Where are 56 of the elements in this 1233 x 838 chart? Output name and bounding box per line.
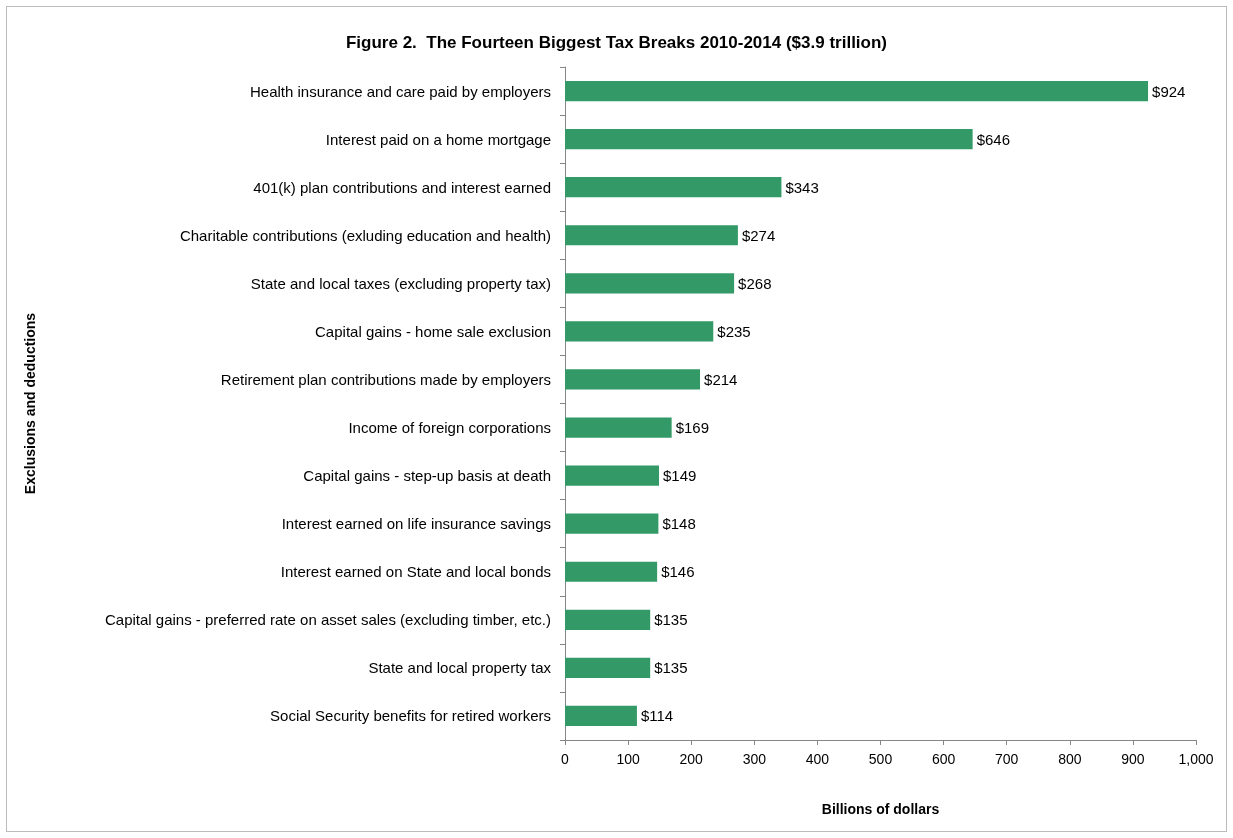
- data-label: $135: [654, 659, 688, 677]
- x-tick-label: 900: [1121, 751, 1145, 767]
- x-tick-label: 700: [995, 751, 1019, 767]
- bar: [565, 561, 658, 582]
- data-label: $343: [785, 178, 819, 196]
- x-tick-label: 500: [868, 751, 893, 767]
- x-tick-label: 300: [742, 751, 767, 767]
- bar: [565, 177, 782, 198]
- bar: [565, 513, 659, 534]
- data-label: $274: [741, 226, 776, 244]
- y-tick-label: Retirement plan contributions made by employers: [220, 370, 551, 388]
- x-tick-label: 200: [679, 751, 704, 767]
- y-tick-label: Capital gains - step-up basis at death: [303, 467, 551, 485]
- x-axis-title: Billions of dollars: [821, 801, 940, 817]
- data-label: $214: [704, 370, 738, 388]
- y-tick-label: Income of foreign corporations: [348, 419, 551, 437]
- bar: [565, 609, 651, 630]
- data-label: $169: [675, 419, 710, 437]
- data-label: $114: [640, 707, 674, 725]
- x-tick-label: 800: [1058, 751, 1082, 767]
- bar: [565, 465, 660, 486]
- x-tick-label: 100: [616, 751, 640, 767]
- y-tick-label: Capital gains - home sale exclusion: [315, 322, 551, 340]
- y-tick-label: 401(k) plan contributions and interest earned: [253, 178, 551, 196]
- data-label: $924: [1152, 82, 1186, 100]
- data-label: $646: [976, 130, 1010, 148]
- y-axis-title: Exclusions and deductions: [22, 312, 38, 495]
- bar: [565, 369, 701, 390]
- bar: [565, 80, 1149, 102]
- y-tick-label: Social Security benefits for retired workers: [270, 707, 551, 725]
- data-label: $146: [661, 563, 695, 581]
- y-tick-label: Charitable contributions (exluding education and health): [179, 226, 551, 244]
- data-label: $149: [663, 467, 697, 485]
- data-label: $135: [654, 611, 688, 629]
- y-tick-label: State and local taxes (excluding property tax): [250, 274, 551, 292]
- x-tick-label: 600: [931, 751, 956, 767]
- y-tick-label: Capital gains - preferred rate on asset sales (excluding timber, etc.): [104, 611, 551, 629]
- x-tick-label: 1,000: [1178, 751, 1214, 767]
- data-label: $235: [717, 322, 751, 340]
- bar: [565, 273, 735, 294]
- data-label: $268: [738, 274, 772, 292]
- data-label: $148: [662, 515, 696, 533]
- y-tick-label: Interest paid on a home mortgage: [325, 130, 551, 148]
- bar: [565, 657, 651, 678]
- chart-title: Figure 2. The Fourteen Biggest Tax Breaks 2010-2014 ($3.9 trillion): [345, 33, 888, 52]
- bar: [565, 129, 973, 150]
- y-tick-label: Interest earned on State and local bonds: [280, 563, 551, 581]
- bar: [565, 705, 637, 727]
- y-tick-label: State and local property tax: [368, 659, 552, 677]
- y-tick-label: Health insurance and care paid by employers: [249, 82, 551, 100]
- x-tick-label: 400: [805, 751, 830, 767]
- x-tick-label: 0: [561, 751, 570, 767]
- y-tick-label: Interest earned on life insurance savings: [281, 515, 551, 533]
- bar: [565, 321, 714, 342]
- bar: [565, 225, 738, 246]
- bar: [565, 417, 672, 438]
